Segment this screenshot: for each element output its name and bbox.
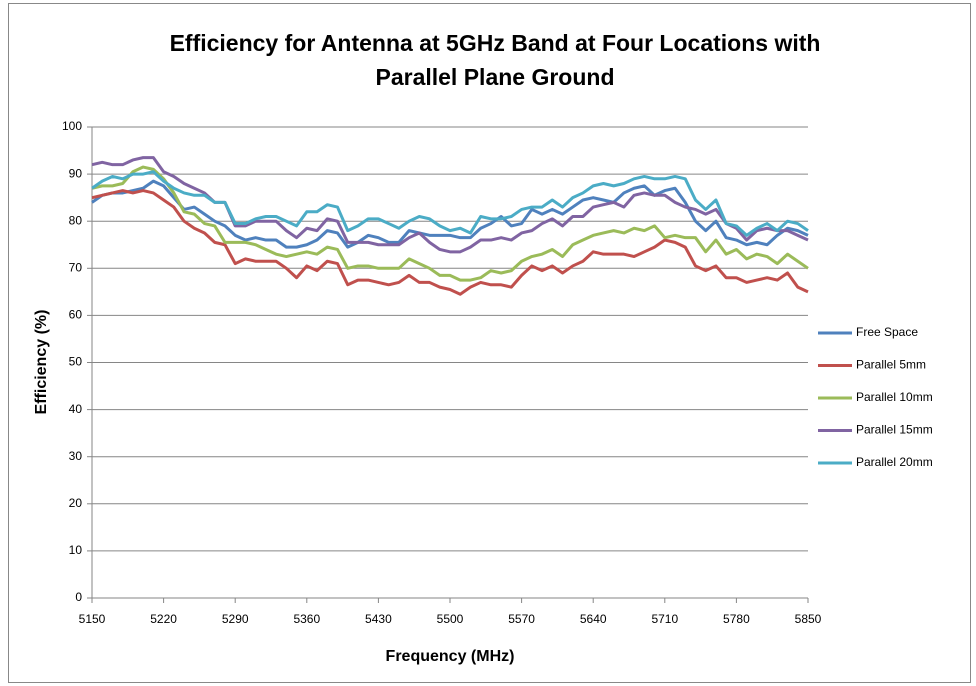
x-axis-title: Frequency (MHz): [386, 648, 515, 665]
legend-label: Free Space: [856, 325, 918, 339]
legend-label: Parallel 5mm: [856, 358, 926, 372]
y-tick-label: 80: [69, 213, 83, 227]
x-tick-label: 5150: [79, 612, 106, 626]
y-tick-label: 40: [69, 402, 83, 416]
y-tick-label: 100: [62, 119, 82, 133]
chart-title: Efficiency for Antenna at 5GHz Band at F…: [169, 30, 821, 90]
y-tick-label: 60: [69, 308, 83, 322]
y-tick-label: 50: [69, 355, 83, 369]
x-tick-label: 5360: [293, 612, 320, 626]
y-tick-label: 90: [69, 166, 83, 180]
legend-label: Parallel 10mm: [856, 390, 933, 404]
x-tick-label: 5290: [222, 612, 249, 626]
y-tick-label: 70: [69, 260, 83, 274]
x-tick-label: 5780: [723, 612, 750, 626]
series-line: [91, 170, 809, 237]
chart-border: [8, 3, 971, 683]
series-line: [91, 189, 809, 296]
x-tick-label: 5850: [795, 612, 822, 626]
y-tick-label: 30: [69, 449, 83, 463]
y-tick-label: 10: [69, 543, 83, 557]
x-tick-label: 5710: [651, 612, 678, 626]
y-tick-label: 0: [75, 590, 82, 604]
legend-label: Parallel 20mm: [856, 455, 933, 469]
y-tick-label: 20: [69, 496, 83, 510]
x-tick-label: 5570: [508, 612, 535, 626]
legend-label: Parallel 15mm: [856, 423, 933, 437]
x-tick-label: 5500: [437, 612, 464, 626]
x-tick-label: 5640: [580, 612, 607, 626]
y-axis-title: Efficiency (%): [33, 310, 50, 415]
series-line: [91, 165, 809, 282]
x-tick-label: 5220: [150, 612, 177, 626]
x-tick-label: 5430: [365, 612, 392, 626]
